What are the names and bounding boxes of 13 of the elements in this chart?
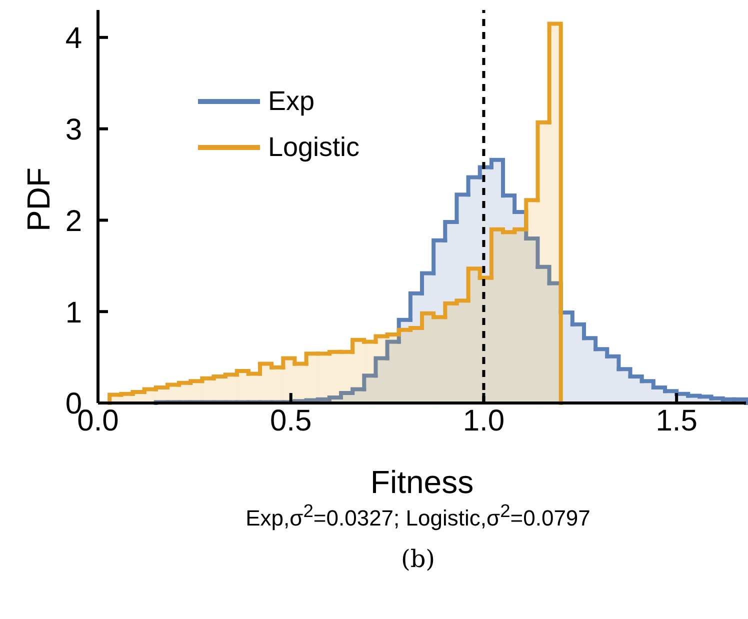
legend-label: Exp bbox=[268, 86, 315, 116]
x-tick-label: 0.5 bbox=[270, 404, 312, 438]
x-tick-label: 1.0 bbox=[462, 404, 505, 438]
y-tick-label: 2 bbox=[65, 204, 82, 238]
legend-label: Logistic bbox=[268, 132, 360, 162]
x-tick-label: 1.5 bbox=[656, 404, 698, 438]
text: Exp,σ$^{2}$=0.0327; Logistic,σ$^{2}$=0.0797 bbox=[244, 500, 592, 532]
x-axis-title: Fitness bbox=[370, 464, 474, 500]
y-tick-label: 4 bbox=[65, 22, 82, 56]
y-tick-label: 1 bbox=[65, 296, 82, 330]
text: (b) bbox=[400, 545, 436, 574]
y-axis-title: PDF bbox=[20, 168, 56, 232]
y-tick-label: 3 bbox=[65, 113, 82, 146]
